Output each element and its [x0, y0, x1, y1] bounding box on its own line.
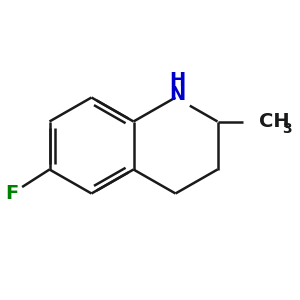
Text: F: F: [5, 184, 19, 203]
Text: CH: CH: [260, 112, 290, 131]
Text: 3: 3: [282, 122, 292, 136]
Text: N: N: [169, 85, 185, 104]
Text: H: H: [169, 71, 185, 91]
